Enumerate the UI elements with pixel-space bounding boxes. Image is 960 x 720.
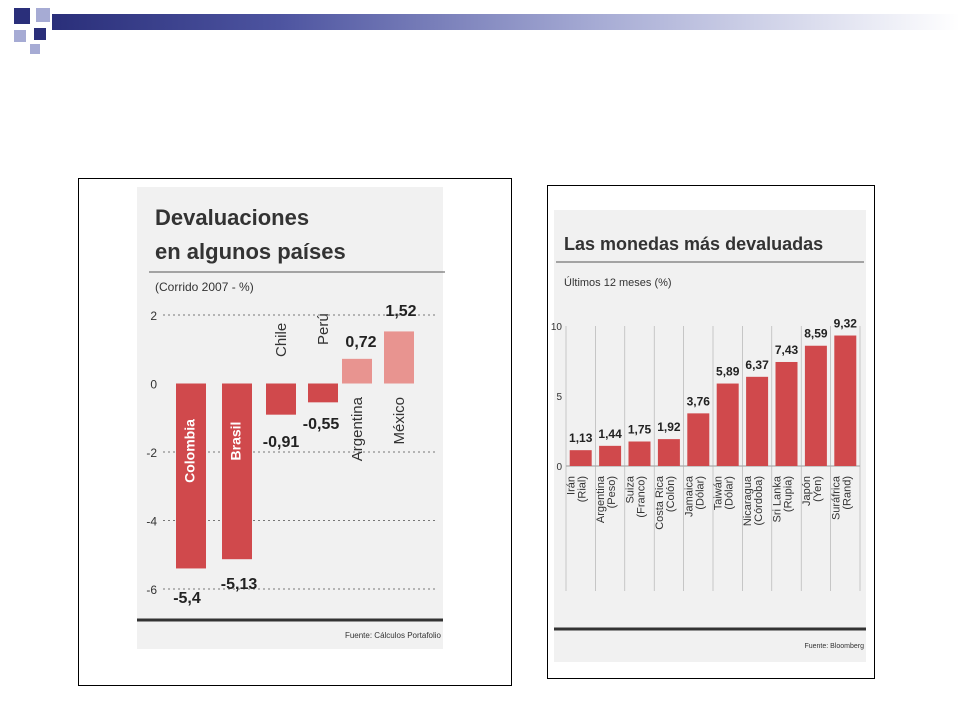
chart2-category-label: Jamaica [683,475,695,517]
chart1-value-label: -0,91 [263,434,300,451]
chart2-category-label: (Dólar) [694,476,706,510]
chart2-category-label: Japón [801,476,813,506]
chart1-source: Fuente: Cálculos Portafolio [345,631,442,640]
right-chart-panel: Las monedas más devaluadas Últimos 12 me… [547,185,875,679]
chart1-category-label: Brasil [228,422,244,461]
chart1-value-label: -5,13 [221,576,258,593]
chart1-gridlines [163,314,435,590]
chart1-y-tick-label: -4 [146,515,157,529]
chart2-value-label: 1,13 [569,431,593,445]
chart2-value-label: 9,32 [834,317,858,331]
chart2-category-label: Costa Rica [654,475,666,530]
chart2-bar [775,361,798,466]
chart2-y-tick-label: 10 [551,322,563,333]
chart2-bar [804,345,827,466]
chart1-bar [266,383,296,415]
chart1-category-label: México [391,397,408,445]
slide-header-bar [52,14,960,30]
slide-decoration-square-3 [14,30,26,42]
chart2-bar [834,335,857,466]
chart2-y-tick-label: 5 [556,392,562,403]
chart1-bar [384,331,414,384]
chart2-bars [569,335,857,466]
chart2-value-label: 8,59 [804,327,828,341]
chart1-value-label: -5,4 [173,590,201,607]
chart2-bar [657,439,680,466]
chart2-category-label: Taiwán [713,476,725,510]
chart2-value-label: 1,44 [598,427,622,441]
chart2-value-label: 1,75 [628,423,652,437]
chart2-category-label: Irán [566,476,578,495]
chart2-y-tick-label: 0 [556,462,562,473]
chart1-bar [222,383,252,560]
chart1-subtitle: (Corrido 2007 - %) [155,280,254,294]
chart2-bar [569,450,592,466]
slide-decoration-square-4 [34,28,46,40]
chart1-category-label: Chile [273,323,290,357]
chart1-bar [176,383,206,569]
chart2-bar [628,441,651,466]
chart2-value-label: 7,43 [775,343,799,357]
chart2-bar [687,413,710,466]
devaluations-chart: Devaluaciones en algunos países (Corrido… [137,205,445,640]
chart1-value-label: 1,52 [385,303,416,320]
chart2-category-label: (Peso) [606,476,618,508]
chart2-bar [746,376,769,466]
chart2-bar [599,445,622,466]
chart2-category-label: Sri Lanka [772,475,784,522]
chart1-y-tick-label: 2 [150,309,157,323]
chart2-value-label: 5,89 [716,365,740,379]
chart1-category-label: Argentina [349,396,366,461]
chart1-value-label: 0,72 [345,334,376,351]
currencies-chart: Las monedas más devaluadas Últimos 12 me… [551,234,866,650]
chart1-value-label: -0,55 [303,416,340,433]
chart2-category-label: (Franco) [636,476,648,518]
chart2-category-label: (Yen) [812,476,824,502]
chart2-category-label: Nicaragua [742,475,754,526]
chart1-title-line1: Devaluaciones [155,205,309,230]
chart2-source: Fuente: Bloomberg [804,643,864,650]
chart2-category-label: (Rupia) [783,476,795,512]
chart1-title-line2: en algunos países [155,239,346,264]
chart2-value-label: 6,37 [745,358,769,372]
chart2-category-label: (Colón) [665,476,677,512]
chart1-bar [308,383,338,403]
chart2-category-label: Suráfrica [830,475,842,520]
slide-decoration-square-2 [36,8,50,22]
chart2-category-label: Suiza [625,475,637,503]
chart1-category-label: Colombia [182,419,198,483]
chart2-bar [716,383,739,466]
chart2-subtitle: Últimos 12 meses (%) [564,276,672,289]
chart1-y-tick-label: -6 [146,583,157,597]
chart1-bars [176,331,414,569]
chart2-y-ticks: 10 5 0 [551,322,563,473]
chart2-title: Las monedas más devaluadas [564,234,823,254]
chart2-labels: 1,13 Irán (Rial) 1,44 Argentina (Peso) 1,75 Sui… [566,317,858,530]
chart2-value-label: 3,76 [687,394,711,408]
chart1-y-tick-label: -2 [146,446,157,460]
left-chart-panel: Devaluaciones en algunos países (Corrido… [78,178,512,686]
chart1-category-label: Perú [315,313,332,345]
chart2-category-label: (Dólar) [724,476,736,510]
chart2-category-label: (Córdoba) [753,476,765,526]
chart2-category-label: (Rial) [577,476,589,502]
chart1-y-tick-label: 0 [150,378,157,392]
chart2-category-label: Argentina [595,475,607,523]
chart2-category-label: (Rand) [841,476,853,510]
chart2-value-label: 1,92 [657,420,681,434]
slide-decoration-square-1 [14,8,30,24]
chart1-labels: Colombia Brasil Chile Perú Argentina México -5… [173,303,416,607]
chart1-bar [342,358,372,384]
chart1-y-ticks: 2 0 -2 -4 -6 [146,309,157,597]
slide-decoration-square-5 [30,44,40,54]
